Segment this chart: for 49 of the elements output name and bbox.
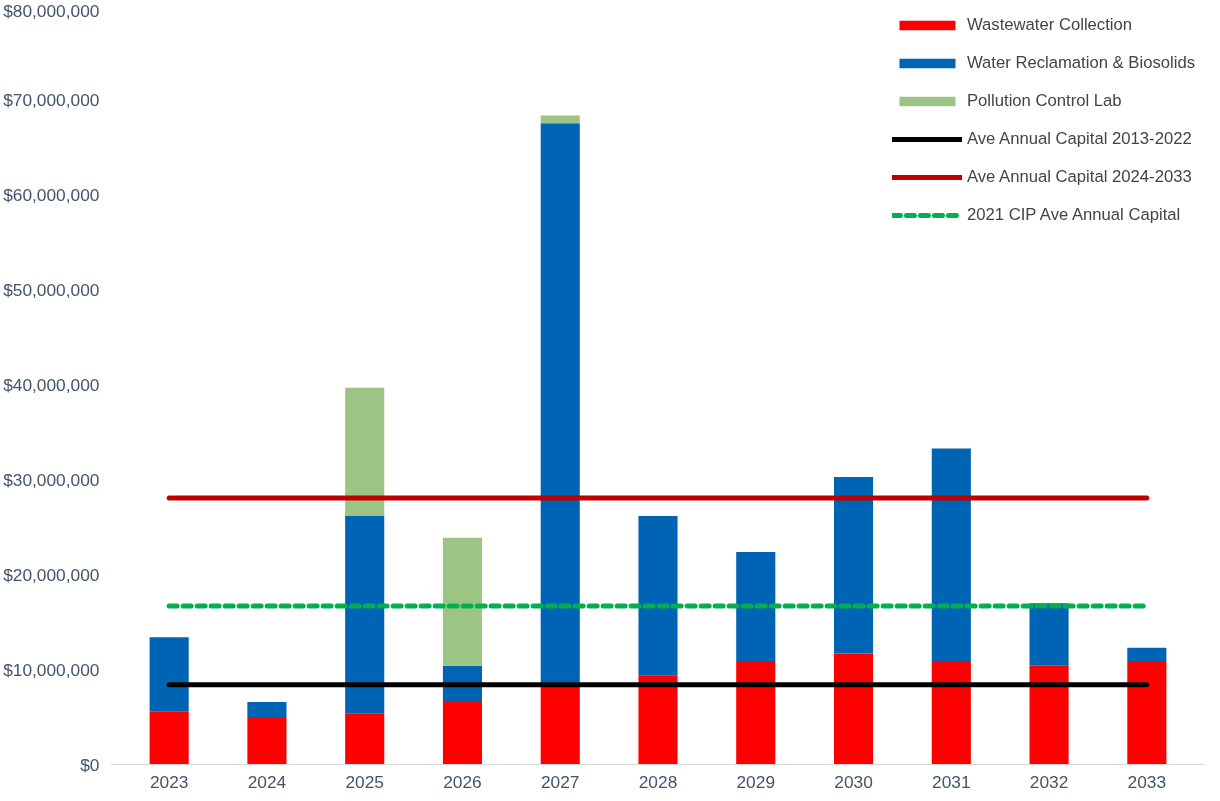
- bar: [540, 685, 580, 765]
- x-tick-label: 2026: [443, 771, 482, 792]
- bar: [1127, 662, 1167, 765]
- y-tick-label: $30,000,000: [3, 469, 100, 490]
- y-tick-label: $80,000,000: [3, 0, 100, 21]
- y-tick-label: $50,000,000: [3, 280, 100, 301]
- bar: [442, 537, 483, 666]
- bar: [833, 653, 874, 765]
- legend-label: Wastewater Collection: [966, 15, 1133, 35]
- x-tick-label: 2023: [149, 771, 189, 792]
- y-tick-label: $60,000,000: [3, 185, 100, 206]
- x-tick-label: 2030: [834, 771, 873, 792]
- legend-label: Water Reclamation & Biosolids: [966, 53, 1195, 73]
- x-tick-label: 2032: [1029, 771, 1069, 792]
- bar: [345, 387, 385, 516]
- bar: [1029, 603, 1069, 666]
- bar: [638, 515, 678, 676]
- x-tick-label: 2031: [932, 771, 971, 792]
- bar: [540, 115, 580, 124]
- legend-label: Ave Annual Capital 2024-2033: [966, 167, 1192, 187]
- bar: [247, 701, 287, 718]
- bar: [736, 662, 776, 765]
- y-tick-label: $0: [80, 754, 100, 775]
- x-tick-label: 2025: [345, 771, 384, 792]
- bar: [442, 701, 483, 765]
- bar: [931, 448, 971, 663]
- bar: [736, 551, 776, 663]
- x-tick-label: 2027: [540, 771, 580, 792]
- bar: [149, 711, 189, 765]
- bar: [149, 637, 189, 712]
- bar: [345, 515, 385, 714]
- legend-label: Pollution Control Lab: [966, 91, 1122, 111]
- x-tick-label: 2033: [1127, 771, 1167, 792]
- legend-label: 2021 CIP Ave Annual Capital: [966, 205, 1181, 225]
- bar: [1127, 647, 1167, 663]
- legend-label: Ave Annual Capital 2013-2022: [966, 129, 1192, 149]
- bar: [833, 477, 874, 654]
- bar: [638, 675, 678, 765]
- y-tick-label: $70,000,000: [3, 90, 100, 111]
- x-tick-label: 2024: [247, 771, 287, 792]
- y-tick-label: $20,000,000: [3, 564, 100, 585]
- y-tick-label: $40,000,000: [3, 375, 100, 395]
- x-tick-label: 2028: [638, 771, 678, 792]
- bar: [1029, 665, 1069, 765]
- bar: [247, 717, 287, 765]
- bar: [345, 713, 385, 765]
- bar: [931, 662, 971, 765]
- x-tick-label: 2029: [736, 771, 776, 792]
- y-tick-label: $10,000,000: [3, 659, 100, 680]
